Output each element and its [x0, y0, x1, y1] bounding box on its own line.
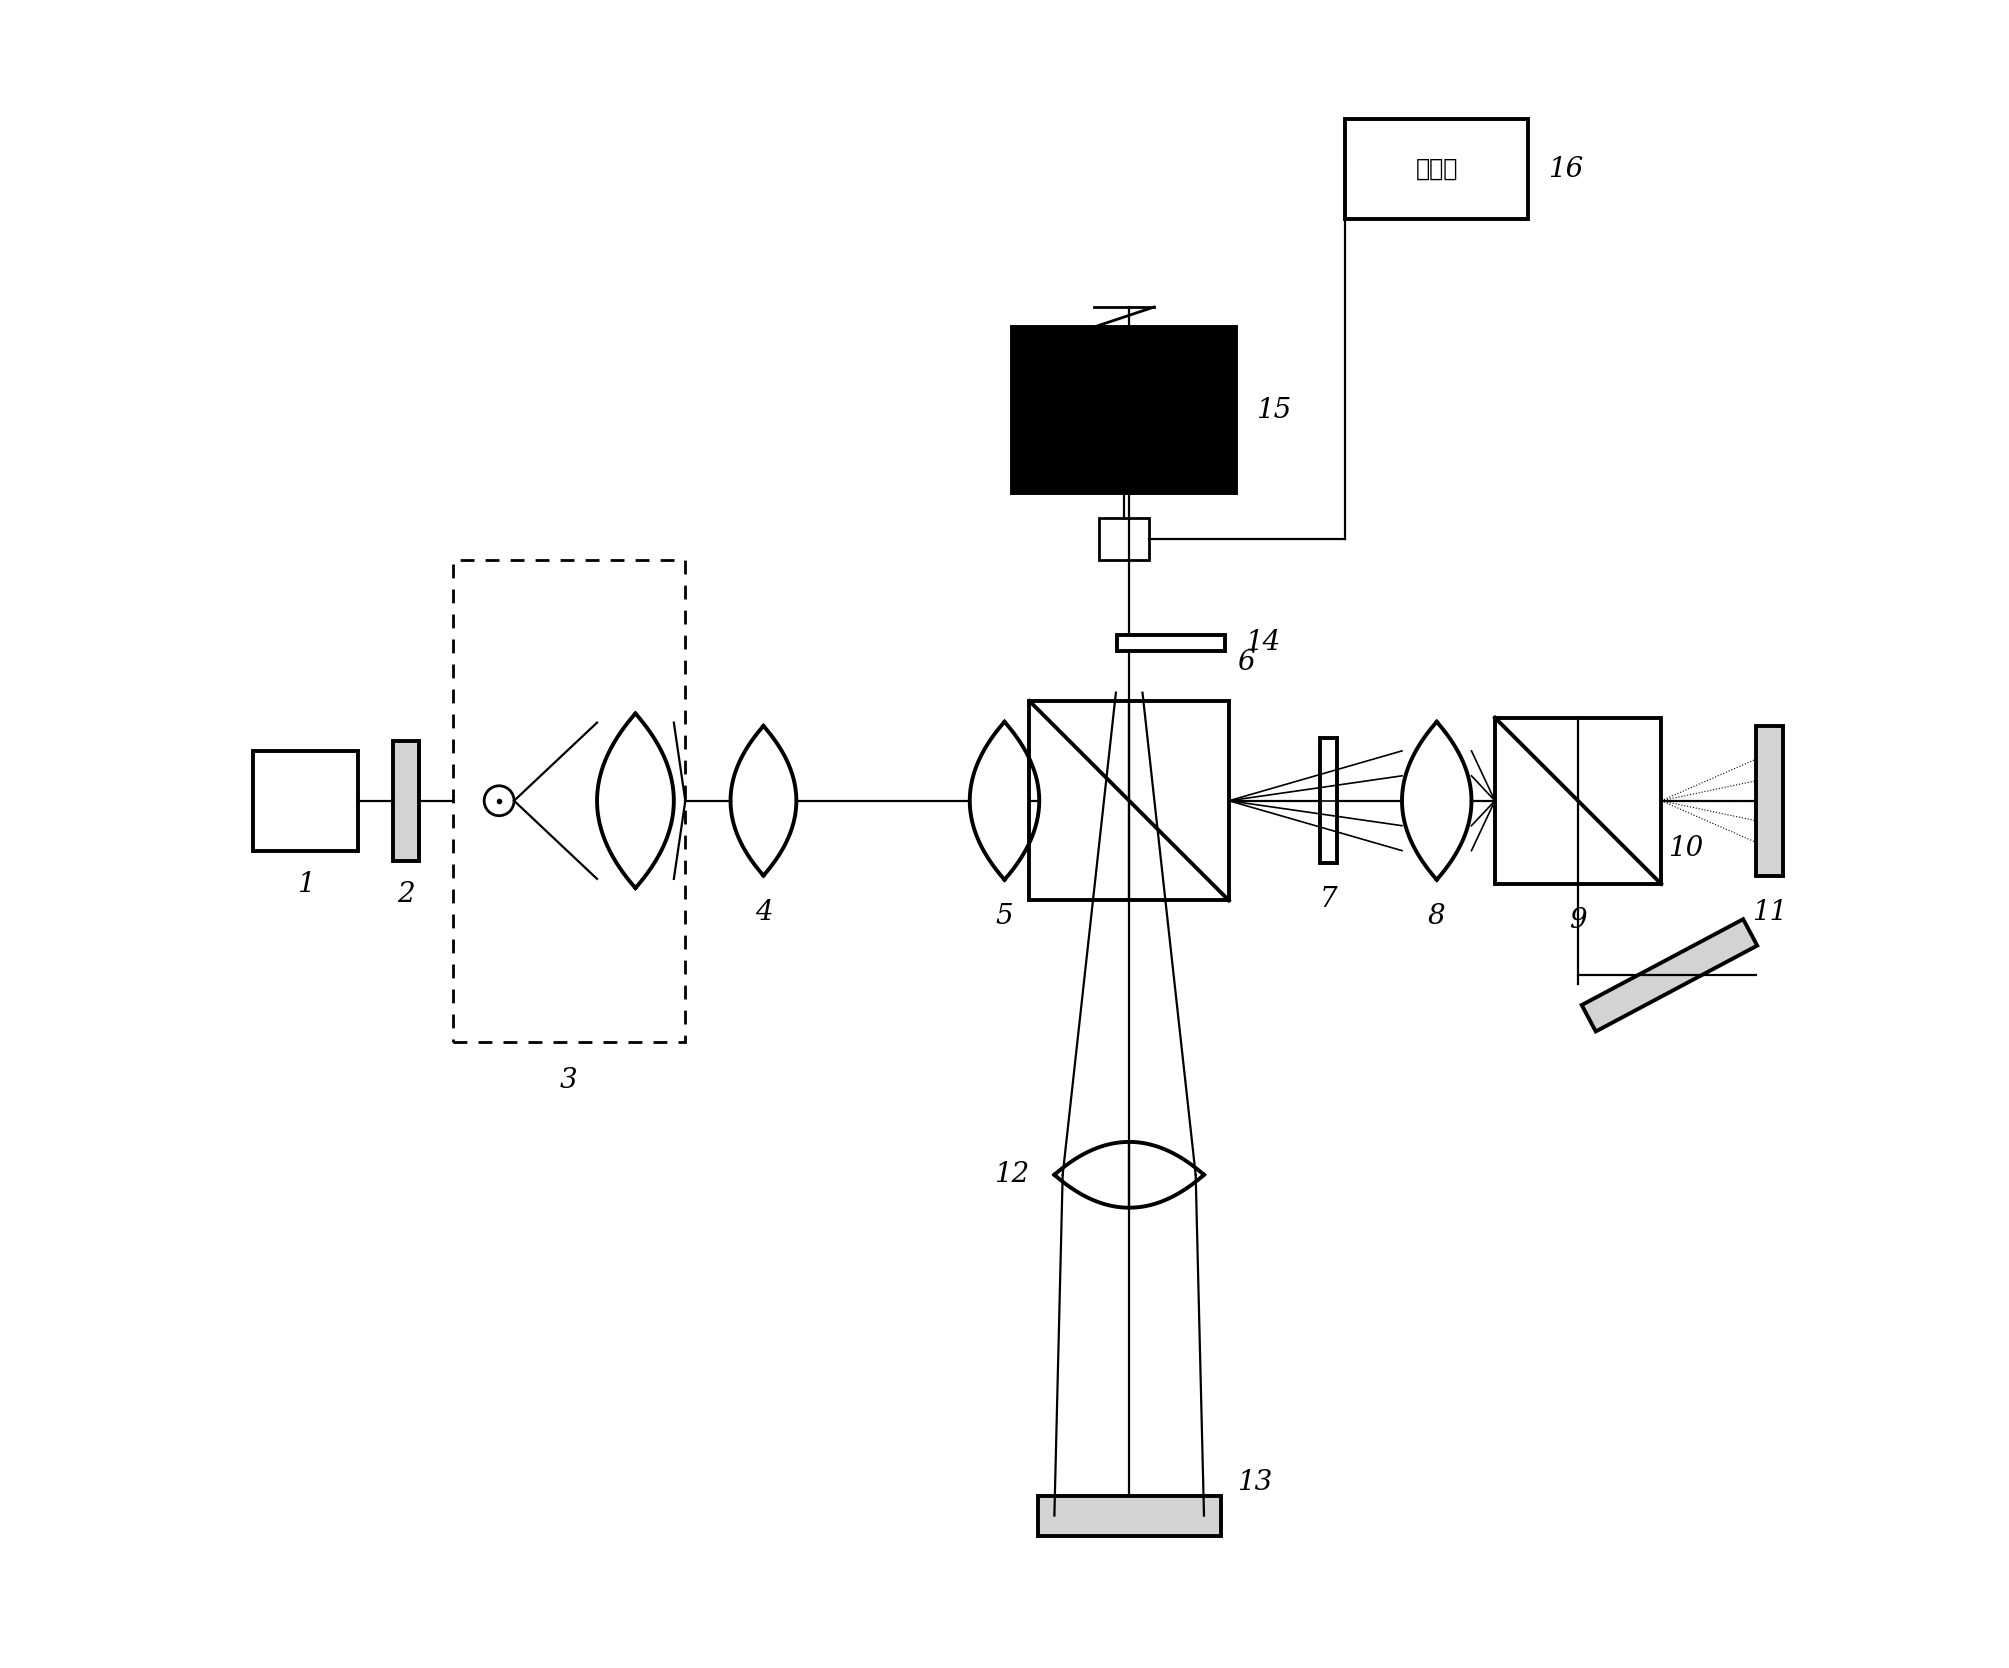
Text: 13: 13 — [1238, 1470, 1272, 1496]
Polygon shape — [1581, 919, 1758, 1031]
Polygon shape — [392, 741, 420, 861]
Polygon shape — [1029, 701, 1230, 901]
Polygon shape — [1320, 739, 1336, 862]
Polygon shape — [1495, 717, 1661, 884]
Text: 6: 6 — [1238, 649, 1256, 676]
Text: 1: 1 — [297, 871, 313, 897]
Text: 7: 7 — [1320, 886, 1338, 914]
Polygon shape — [1013, 327, 1236, 494]
Text: 8: 8 — [1428, 902, 1446, 931]
Text: 3: 3 — [561, 1068, 579, 1094]
Text: 14: 14 — [1246, 629, 1280, 656]
Text: 11: 11 — [1752, 899, 1786, 926]
Text: 5: 5 — [996, 902, 1013, 931]
Polygon shape — [1039, 1496, 1221, 1536]
Text: 9: 9 — [1569, 907, 1587, 934]
Text: 4: 4 — [755, 899, 771, 926]
Text: 16: 16 — [1549, 155, 1583, 182]
Text: 2: 2 — [398, 881, 414, 907]
Text: 12: 12 — [994, 1161, 1029, 1188]
Polygon shape — [1117, 634, 1225, 651]
Polygon shape — [1346, 118, 1529, 219]
Text: 15: 15 — [1256, 397, 1292, 424]
Text: 10: 10 — [1669, 836, 1704, 862]
Text: 计算机: 计算机 — [1416, 157, 1459, 182]
Polygon shape — [253, 751, 358, 851]
Polygon shape — [1099, 519, 1149, 560]
Polygon shape — [1756, 726, 1782, 876]
